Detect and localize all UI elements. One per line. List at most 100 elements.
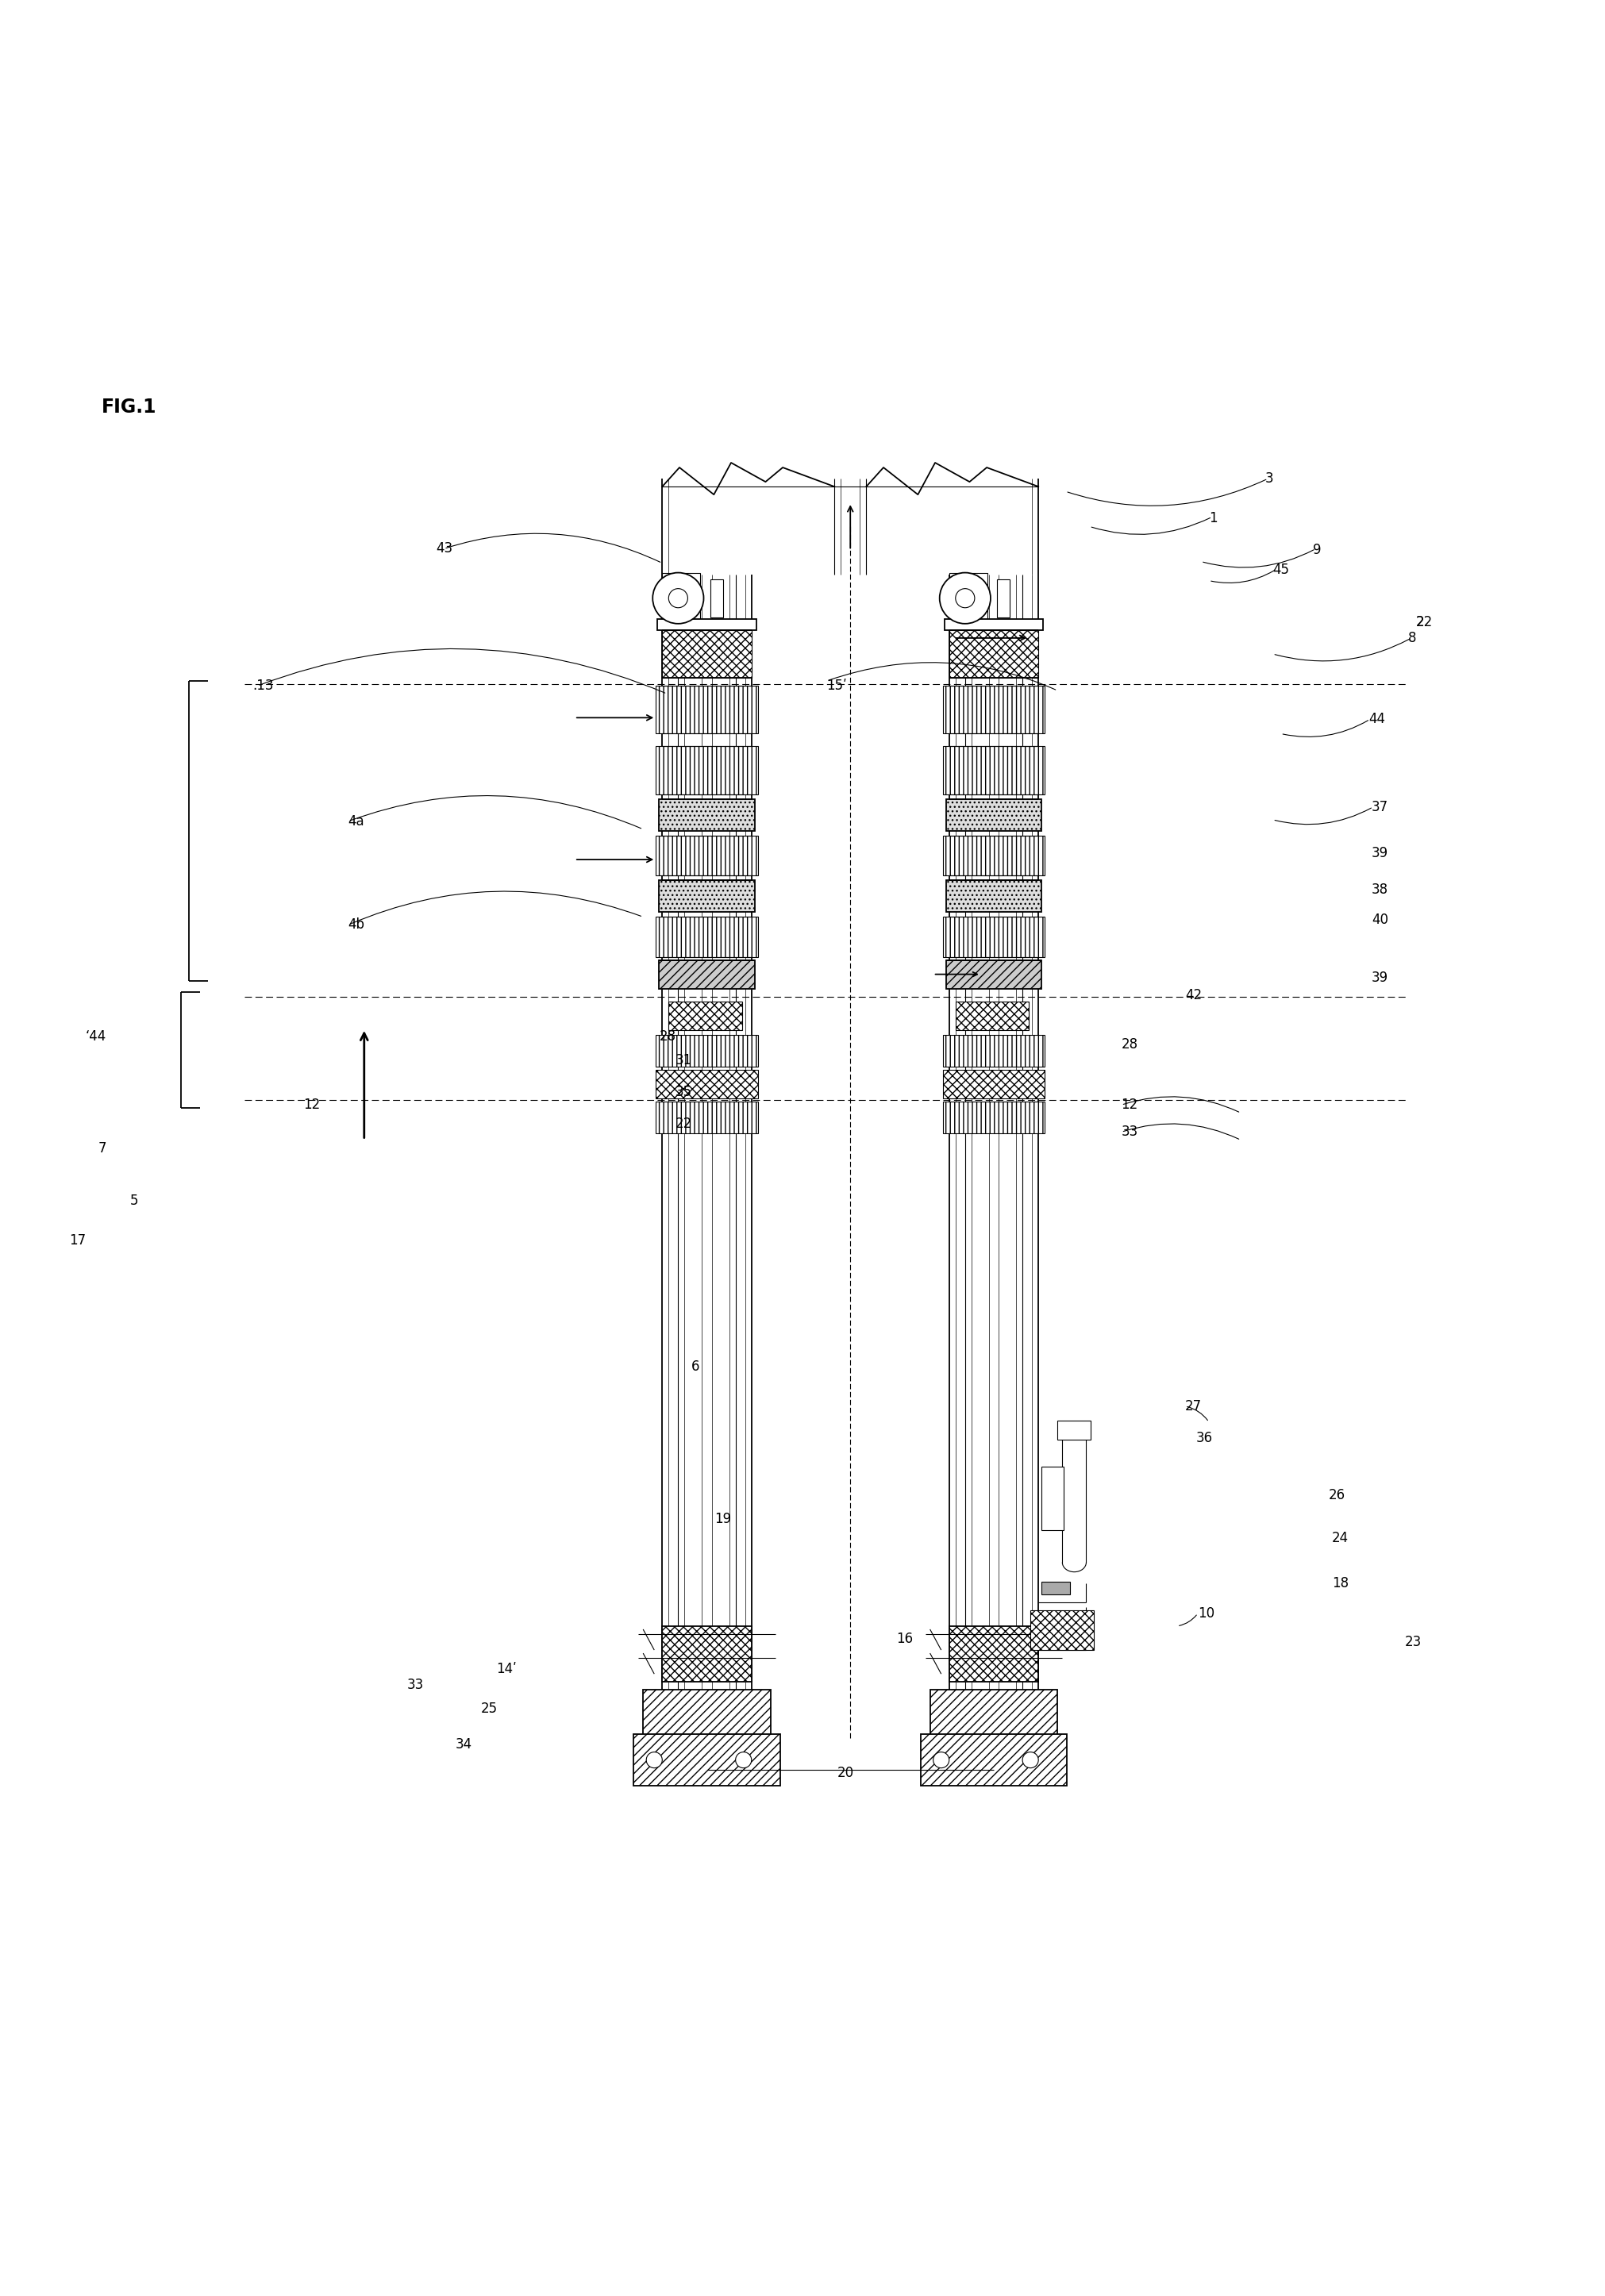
- Text: 9: 9: [1313, 544, 1321, 558]
- Bar: [949, 629, 1038, 677]
- Text: FIG.1: FIG.1: [101, 397, 156, 416]
- Bar: [942, 1035, 1045, 1068]
- Text: 26: 26: [1329, 1488, 1345, 1502]
- Bar: [660, 879, 754, 912]
- Text: 7: 7: [98, 1141, 106, 1155]
- Bar: [656, 687, 758, 735]
- Bar: [656, 1070, 758, 1097]
- Bar: [663, 572, 700, 625]
- Text: 27: 27: [1184, 1398, 1202, 1414]
- Text: 8: 8: [1408, 631, 1417, 645]
- Bar: [945, 879, 1042, 912]
- FancyArrowPatch shape: [1204, 549, 1314, 567]
- FancyArrowPatch shape: [350, 891, 640, 923]
- Bar: [656, 1035, 758, 1068]
- Text: 22: 22: [676, 1116, 692, 1132]
- Text: 12: 12: [303, 1097, 321, 1111]
- Text: 28: 28: [660, 1029, 676, 1045]
- Bar: [660, 799, 754, 831]
- Text: 40: 40: [1372, 914, 1388, 928]
- Bar: [944, 620, 1043, 629]
- Text: 34: 34: [454, 1736, 472, 1752]
- Bar: [955, 1001, 1029, 1031]
- Text: 25: 25: [480, 1701, 498, 1715]
- Text: 1: 1: [1209, 512, 1218, 526]
- Text: 10: 10: [1197, 1607, 1215, 1621]
- Circle shape: [933, 1752, 949, 1768]
- Bar: [942, 1102, 1045, 1134]
- Text: .13: .13: [252, 680, 273, 693]
- Bar: [656, 746, 758, 794]
- FancyArrowPatch shape: [1188, 1407, 1207, 1421]
- Text: 38: 38: [1372, 882, 1388, 898]
- Text: 15ʹ: 15ʹ: [827, 680, 847, 693]
- Text: 12: 12: [1122, 1097, 1138, 1111]
- Text: 33: 33: [1122, 1125, 1138, 1139]
- FancyArrowPatch shape: [1274, 638, 1409, 661]
- Bar: [1042, 1467, 1064, 1531]
- Bar: [949, 1626, 1038, 1683]
- Bar: [709, 579, 722, 618]
- Text: 2: 2: [1416, 615, 1425, 629]
- FancyArrowPatch shape: [1212, 572, 1274, 583]
- Text: 31: 31: [676, 1054, 692, 1068]
- Text: 33: 33: [408, 1678, 424, 1692]
- Bar: [656, 1102, 758, 1134]
- Bar: [663, 1626, 751, 1683]
- Text: 44: 44: [1369, 712, 1385, 726]
- Bar: [945, 960, 1042, 990]
- Bar: [663, 629, 751, 677]
- Bar: [1058, 1421, 1091, 1440]
- Text: 24: 24: [1332, 1531, 1348, 1545]
- FancyArrowPatch shape: [446, 533, 660, 563]
- Bar: [660, 960, 754, 990]
- Text: 3: 3: [1265, 471, 1273, 487]
- FancyArrowPatch shape: [1282, 721, 1367, 737]
- Text: 28: 28: [1122, 1038, 1138, 1052]
- Bar: [942, 1070, 1045, 1097]
- Bar: [1030, 1609, 1095, 1651]
- FancyArrowPatch shape: [1091, 519, 1210, 535]
- FancyArrowPatch shape: [350, 797, 640, 829]
- Text: 6: 6: [690, 1359, 700, 1373]
- Circle shape: [955, 588, 974, 608]
- FancyArrowPatch shape: [1180, 1614, 1196, 1626]
- Bar: [656, 916, 758, 957]
- Bar: [942, 746, 1045, 794]
- Text: 4a: 4a: [348, 815, 364, 829]
- Bar: [634, 1733, 780, 1786]
- FancyArrowPatch shape: [1067, 480, 1266, 505]
- Text: 45: 45: [1273, 563, 1289, 576]
- Circle shape: [1022, 1752, 1038, 1768]
- Text: 18: 18: [1332, 1575, 1348, 1591]
- Circle shape: [647, 1752, 663, 1768]
- Bar: [942, 836, 1045, 875]
- Text: 17: 17: [69, 1233, 87, 1247]
- Text: 35: 35: [676, 1086, 692, 1100]
- Bar: [644, 1690, 770, 1738]
- Bar: [949, 572, 987, 625]
- Bar: [669, 1001, 742, 1031]
- Bar: [942, 916, 1045, 957]
- Circle shape: [735, 1752, 751, 1768]
- Circle shape: [669, 588, 687, 608]
- Text: 37: 37: [1372, 799, 1388, 815]
- FancyArrowPatch shape: [1274, 808, 1371, 824]
- Text: 43: 43: [437, 542, 453, 556]
- Text: 16: 16: [897, 1632, 913, 1646]
- Text: 19: 19: [714, 1513, 732, 1527]
- Text: 39: 39: [1372, 971, 1388, 985]
- Text: 5: 5: [130, 1194, 138, 1208]
- FancyArrowPatch shape: [260, 650, 664, 693]
- Bar: [997, 579, 1010, 618]
- FancyArrowPatch shape: [1124, 1123, 1239, 1139]
- Text: 20: 20: [838, 1766, 854, 1779]
- Text: 42: 42: [1184, 987, 1202, 1001]
- FancyArrowPatch shape: [1124, 1097, 1239, 1111]
- Text: 4b: 4b: [348, 918, 364, 932]
- Text: 22: 22: [1416, 615, 1433, 629]
- Text: 36: 36: [1196, 1430, 1213, 1444]
- Bar: [945, 799, 1042, 831]
- FancyArrowPatch shape: [828, 664, 1056, 689]
- Bar: [929, 1690, 1058, 1738]
